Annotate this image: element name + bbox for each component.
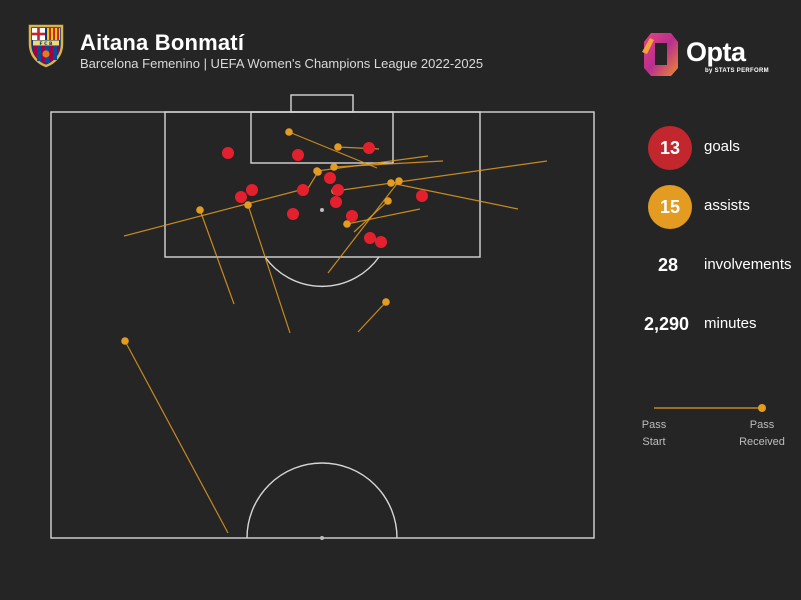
- assist-received-dot: [285, 128, 293, 136]
- goal-marker: [416, 190, 428, 202]
- goal-marker: [346, 210, 358, 222]
- key-end-line2: Received: [739, 436, 785, 448]
- minutes-label: minutes: [704, 315, 757, 332]
- assist-received-dot: [330, 163, 338, 171]
- pitch-outline: [50, 111, 595, 539]
- assists-count: 15: [648, 185, 692, 229]
- key-end-line1: Pass: [749, 419, 775, 431]
- center-spot: [320, 536, 324, 540]
- goal-marker: [332, 184, 344, 196]
- opta-logo-icon: [642, 33, 678, 76]
- goal-marker: [297, 184, 309, 196]
- assist-received-dot: [314, 168, 322, 176]
- assist-pass-line: [247, 204, 291, 334]
- assist-received-dot: [121, 337, 129, 345]
- assist-pass-line: [288, 131, 378, 169]
- assist-pass-line: [124, 340, 229, 534]
- goal-marker: [364, 232, 376, 244]
- key-pass-dot: [758, 404, 766, 412]
- opta-wordmark: Opta: [686, 37, 746, 67]
- penalty-area: [164, 111, 481, 258]
- opta-byline: by STATS PERFORM: [705, 68, 769, 74]
- penalty-spot: [320, 208, 324, 212]
- assist-pass-line: [346, 208, 421, 225]
- involvements-label: involvements: [704, 256, 792, 273]
- center-circle-half: [246, 462, 398, 539]
- goal-marker: [287, 208, 299, 220]
- key-start-line2: Start: [642, 436, 666, 448]
- assist-pass-line: [199, 209, 235, 305]
- assist-received-dot: [244, 201, 252, 209]
- goal-marker: [246, 184, 258, 196]
- assist-received-dot: [395, 177, 403, 185]
- minutes-count: 2,290: [644, 314, 690, 334]
- six-yard-box: [250, 111, 394, 164]
- assist-received-dot: [382, 298, 390, 306]
- involvements-count: 28: [658, 255, 679, 275]
- assist-received-dot: [343, 220, 351, 228]
- assist-pass-line: [390, 182, 519, 210]
- fc-barcelona-crest-icon: F C B: [28, 24, 64, 68]
- goal-marker: [363, 142, 375, 154]
- goal-marker: [292, 149, 304, 161]
- key-pass-start: Pass Start: [630, 417, 678, 451]
- goal-marker: [235, 191, 247, 203]
- assist-pass-line: [357, 301, 387, 333]
- goal-shots: [222, 142, 428, 248]
- goal-marker: [375, 236, 387, 248]
- goal-frame: [290, 94, 354, 113]
- assist-received-dot: [334, 143, 342, 151]
- pitch-markings: [50, 94, 595, 539]
- assist-received-dot: [196, 206, 204, 214]
- assist-pass-line: [334, 160, 548, 192]
- penalty-arc: [264, 256, 380, 288]
- assist-received-dot: [384, 197, 392, 205]
- page-subtitle: Barcelona Femenino | UEFA Women's Champi…: [80, 56, 484, 71]
- assist-pass-line: [123, 188, 305, 237]
- key-pass-received: Pass Received: [730, 417, 794, 451]
- goal-marker: [330, 196, 342, 208]
- key-start-line1: Pass: [641, 419, 667, 431]
- goal-marker: [324, 172, 336, 184]
- goals-count: 13: [648, 126, 692, 170]
- goals-label: goals: [704, 138, 740, 155]
- assist-received-dot: [387, 179, 395, 187]
- svg-text:F C B: F C B: [40, 41, 54, 47]
- legend-key: [654, 404, 766, 412]
- assist-pass-line: [353, 200, 389, 233]
- assist-pass-line: [327, 180, 400, 274]
- goal-marker: [222, 147, 234, 159]
- assists-label: assists: [704, 197, 750, 214]
- page-title: Aitana Bonmatí: [80, 30, 245, 55]
